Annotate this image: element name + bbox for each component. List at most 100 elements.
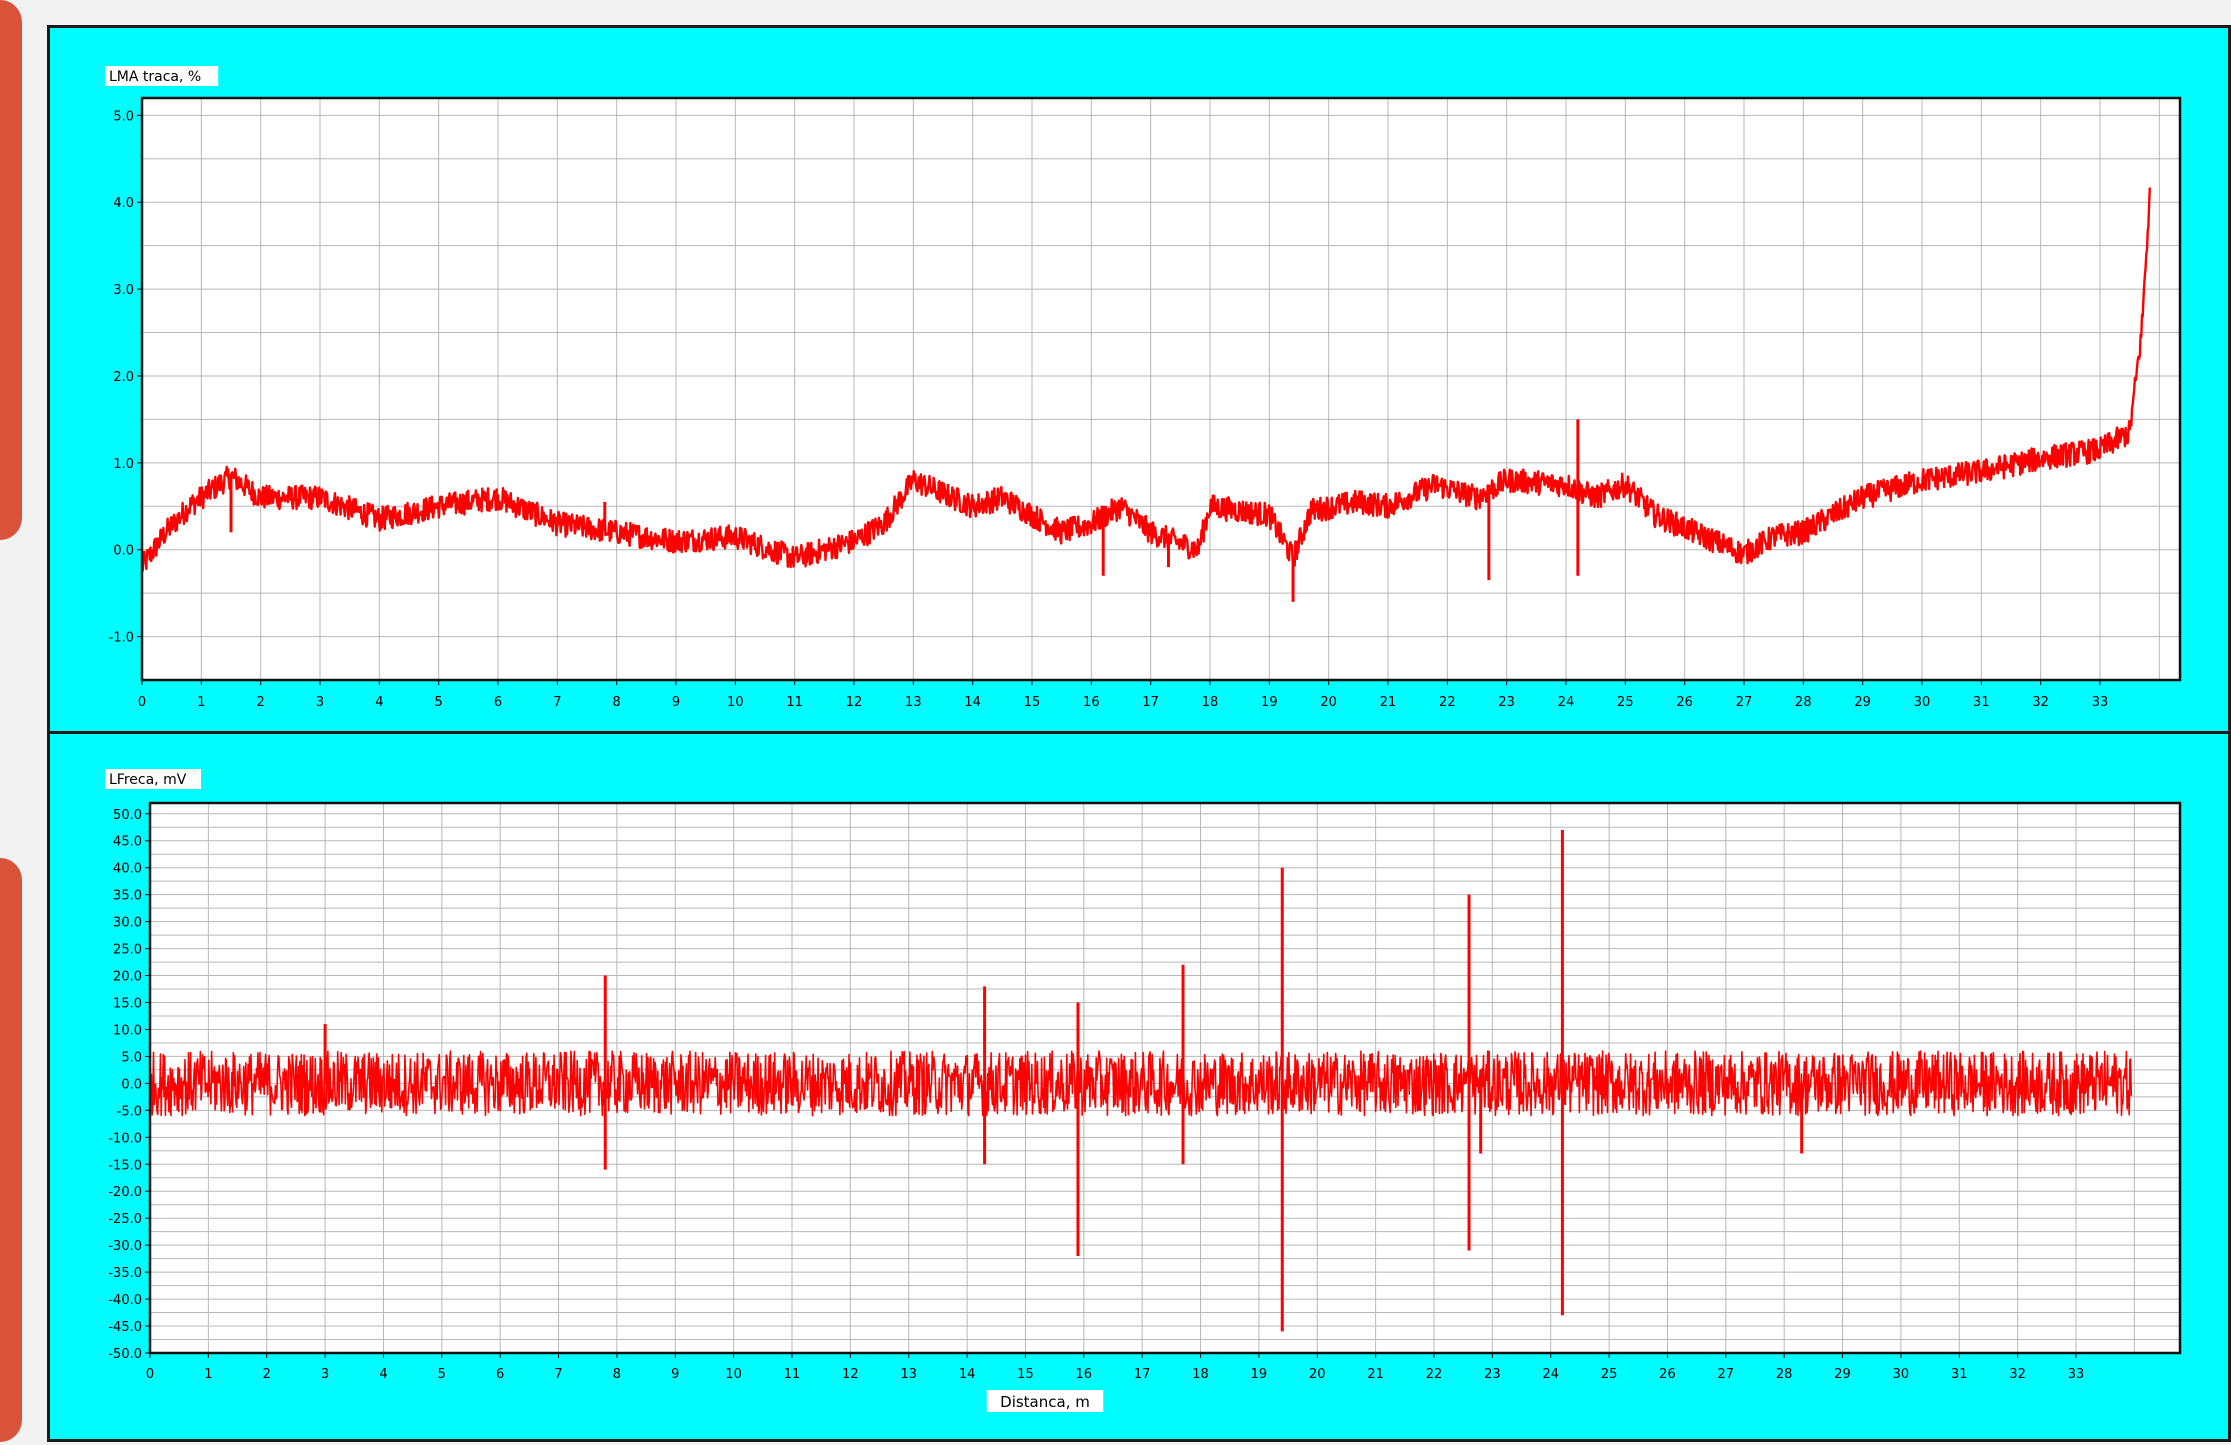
x-tick-label: 33 <box>2092 695 2109 710</box>
series-line-segment <box>1140 1050 1340 1117</box>
x-tick-label: 0 <box>138 695 146 710</box>
x-tick-label: 19 <box>1251 1367 1268 1382</box>
y-tick-label: 45.0 <box>113 835 142 850</box>
plot-border <box>148 801 2182 1355</box>
x-tick-label: 25 <box>1617 695 1634 710</box>
x-tick-label: 1 <box>197 695 205 710</box>
x-tick-label: 21 <box>1380 695 1397 710</box>
x-tick-label: 31 <box>1973 695 1990 710</box>
y-tick-label: -5.0 <box>117 1104 142 1119</box>
series-line-segment <box>743 1050 944 1117</box>
x-tick-label: 25 <box>1601 1367 1618 1382</box>
y-tick-label: 20.0 <box>113 970 142 985</box>
series-group <box>142 187 2151 602</box>
x-tick-label: 18 <box>1202 695 1219 710</box>
x-tick-label: 16 <box>1083 695 1100 710</box>
chart-window: 5.0 4.0 3.0 2.0 1.0 0.0 -1.0 0 1 2 3 4 5 6 7 8 9 10 11 12 13… <box>47 25 2231 1442</box>
x-tick-label: 24 <box>1558 695 1575 710</box>
x-tick-label: 8 <box>613 695 621 710</box>
x-tick-label: 17 <box>1134 1367 1151 1382</box>
x-tick-label: 13 <box>905 695 922 710</box>
x-tick-label: 6 <box>496 1367 504 1382</box>
y-tick-label: 30.0 <box>113 916 142 931</box>
series-line-segment <box>1734 1050 1935 1117</box>
x-tick-label: 26 <box>1676 695 1693 710</box>
x-tick-label: 10 <box>725 1367 742 1382</box>
x-tick-label: 3 <box>321 1367 329 1382</box>
x-tick-label: 30 <box>1914 695 1931 710</box>
x-tick-label: 3 <box>316 695 324 710</box>
series-line-segment <box>1752 465 1957 559</box>
x-tick-label: 29 <box>1854 695 1871 710</box>
x-tick-label: 4 <box>375 695 383 710</box>
panel-divider <box>50 731 2228 734</box>
x-tick-label: 14 <box>964 695 981 710</box>
x-tick-label: 24 <box>1542 1367 1559 1382</box>
x-tick-label: 19 <box>1261 695 1278 710</box>
x-tick-label: 22 <box>1439 695 1456 710</box>
y-tick-label: 25.0 <box>113 943 142 958</box>
chart-title: LMA traca, % <box>109 69 201 85</box>
x-axis-caption-background <box>986 1390 1104 1412</box>
x-tick-label: 23 <box>1484 1367 1501 1382</box>
chart-title-background <box>105 66 219 86</box>
chart-2: 50.045.040.035.030.025.020.015.010.05.00… <box>105 769 2182 1412</box>
x-tick-label: 5 <box>435 695 443 710</box>
series-line-segment <box>347 1050 548 1117</box>
plot-area <box>142 98 2180 680</box>
series-line-segment <box>342 487 546 532</box>
series-line-segment <box>150 1050 349 1117</box>
series-line-segment <box>1349 468 1554 519</box>
series-line-segment <box>543 508 748 554</box>
plot-border <box>140 96 2182 682</box>
series-line-segment <box>142 465 345 572</box>
y-tick-label: 5.0 <box>113 109 134 124</box>
left-accent-bar-top <box>0 0 22 540</box>
x-tick-label: 15 <box>1024 695 1041 710</box>
chart-title-box: LFreca, mV <box>105 769 201 789</box>
y-tick-label: -40.0 <box>108 1293 142 1308</box>
y-tick-label: -10.0 <box>108 1131 142 1146</box>
x-tick-label: 7 <box>554 1367 562 1382</box>
x-tick-label: 28 <box>1776 1367 1793 1382</box>
x-tick-label: 27 <box>1736 695 1753 710</box>
y-tick-label: 10.0 <box>113 1023 142 1038</box>
x-tick-label: 7 <box>553 695 561 710</box>
y-tick-label: 50.0 <box>113 808 142 823</box>
x-tick-label: 6 <box>494 695 502 710</box>
x-tick-label: 33 <box>2068 1367 2085 1382</box>
x-tick-label: 30 <box>1893 1367 1910 1382</box>
y-tick-label: 1.0 <box>113 457 134 472</box>
x-tick-label: 2 <box>263 1367 271 1382</box>
y-tick-label: -25.0 <box>108 1212 142 1227</box>
series-line-segment <box>1954 187 2151 486</box>
x-tick-label: 9 <box>671 1367 679 1382</box>
x-tick-label: 11 <box>784 1367 801 1382</box>
y-tick-label: 5.0 <box>121 1050 142 1065</box>
chart-title-box: LMA traca, % <box>105 66 219 86</box>
x-tick-label: 0 <box>146 1367 154 1382</box>
y-tick-label: 35.0 <box>113 889 142 904</box>
y-tick-label: 0.0 <box>121 1077 142 1092</box>
series-line-segment <box>745 470 950 569</box>
series-line-segment <box>942 1050 1142 1117</box>
x-tick-label: 27 <box>1718 1367 1735 1382</box>
x-tick-label: 21 <box>1367 1367 1384 1382</box>
x-tick-label: 1 <box>204 1367 212 1382</box>
x-tick-label: 16 <box>1076 1367 1093 1382</box>
x-tick-label: 11 <box>786 695 803 710</box>
y-tick-label: 3.0 <box>113 283 134 298</box>
series-line-segment <box>1933 1050 2133 1117</box>
x-tick-label: 17 <box>1142 695 1159 710</box>
x-tick-label: 12 <box>846 695 863 710</box>
chart-title-background <box>105 769 201 789</box>
y-tick-label: -50.0 <box>108 1347 142 1362</box>
y-tick-label: -45.0 <box>108 1320 142 1335</box>
y-tick-label: 4.0 <box>113 196 134 211</box>
x-tick-label: 8 <box>613 1367 621 1382</box>
x-tick-label: 29 <box>1834 1367 1851 1382</box>
x-tick-label: 20 <box>1309 1367 1326 1382</box>
y-tick-label: -20.0 <box>108 1185 142 1200</box>
series-line-segment <box>1338 1050 1539 1117</box>
series-line-segment <box>545 1050 746 1117</box>
